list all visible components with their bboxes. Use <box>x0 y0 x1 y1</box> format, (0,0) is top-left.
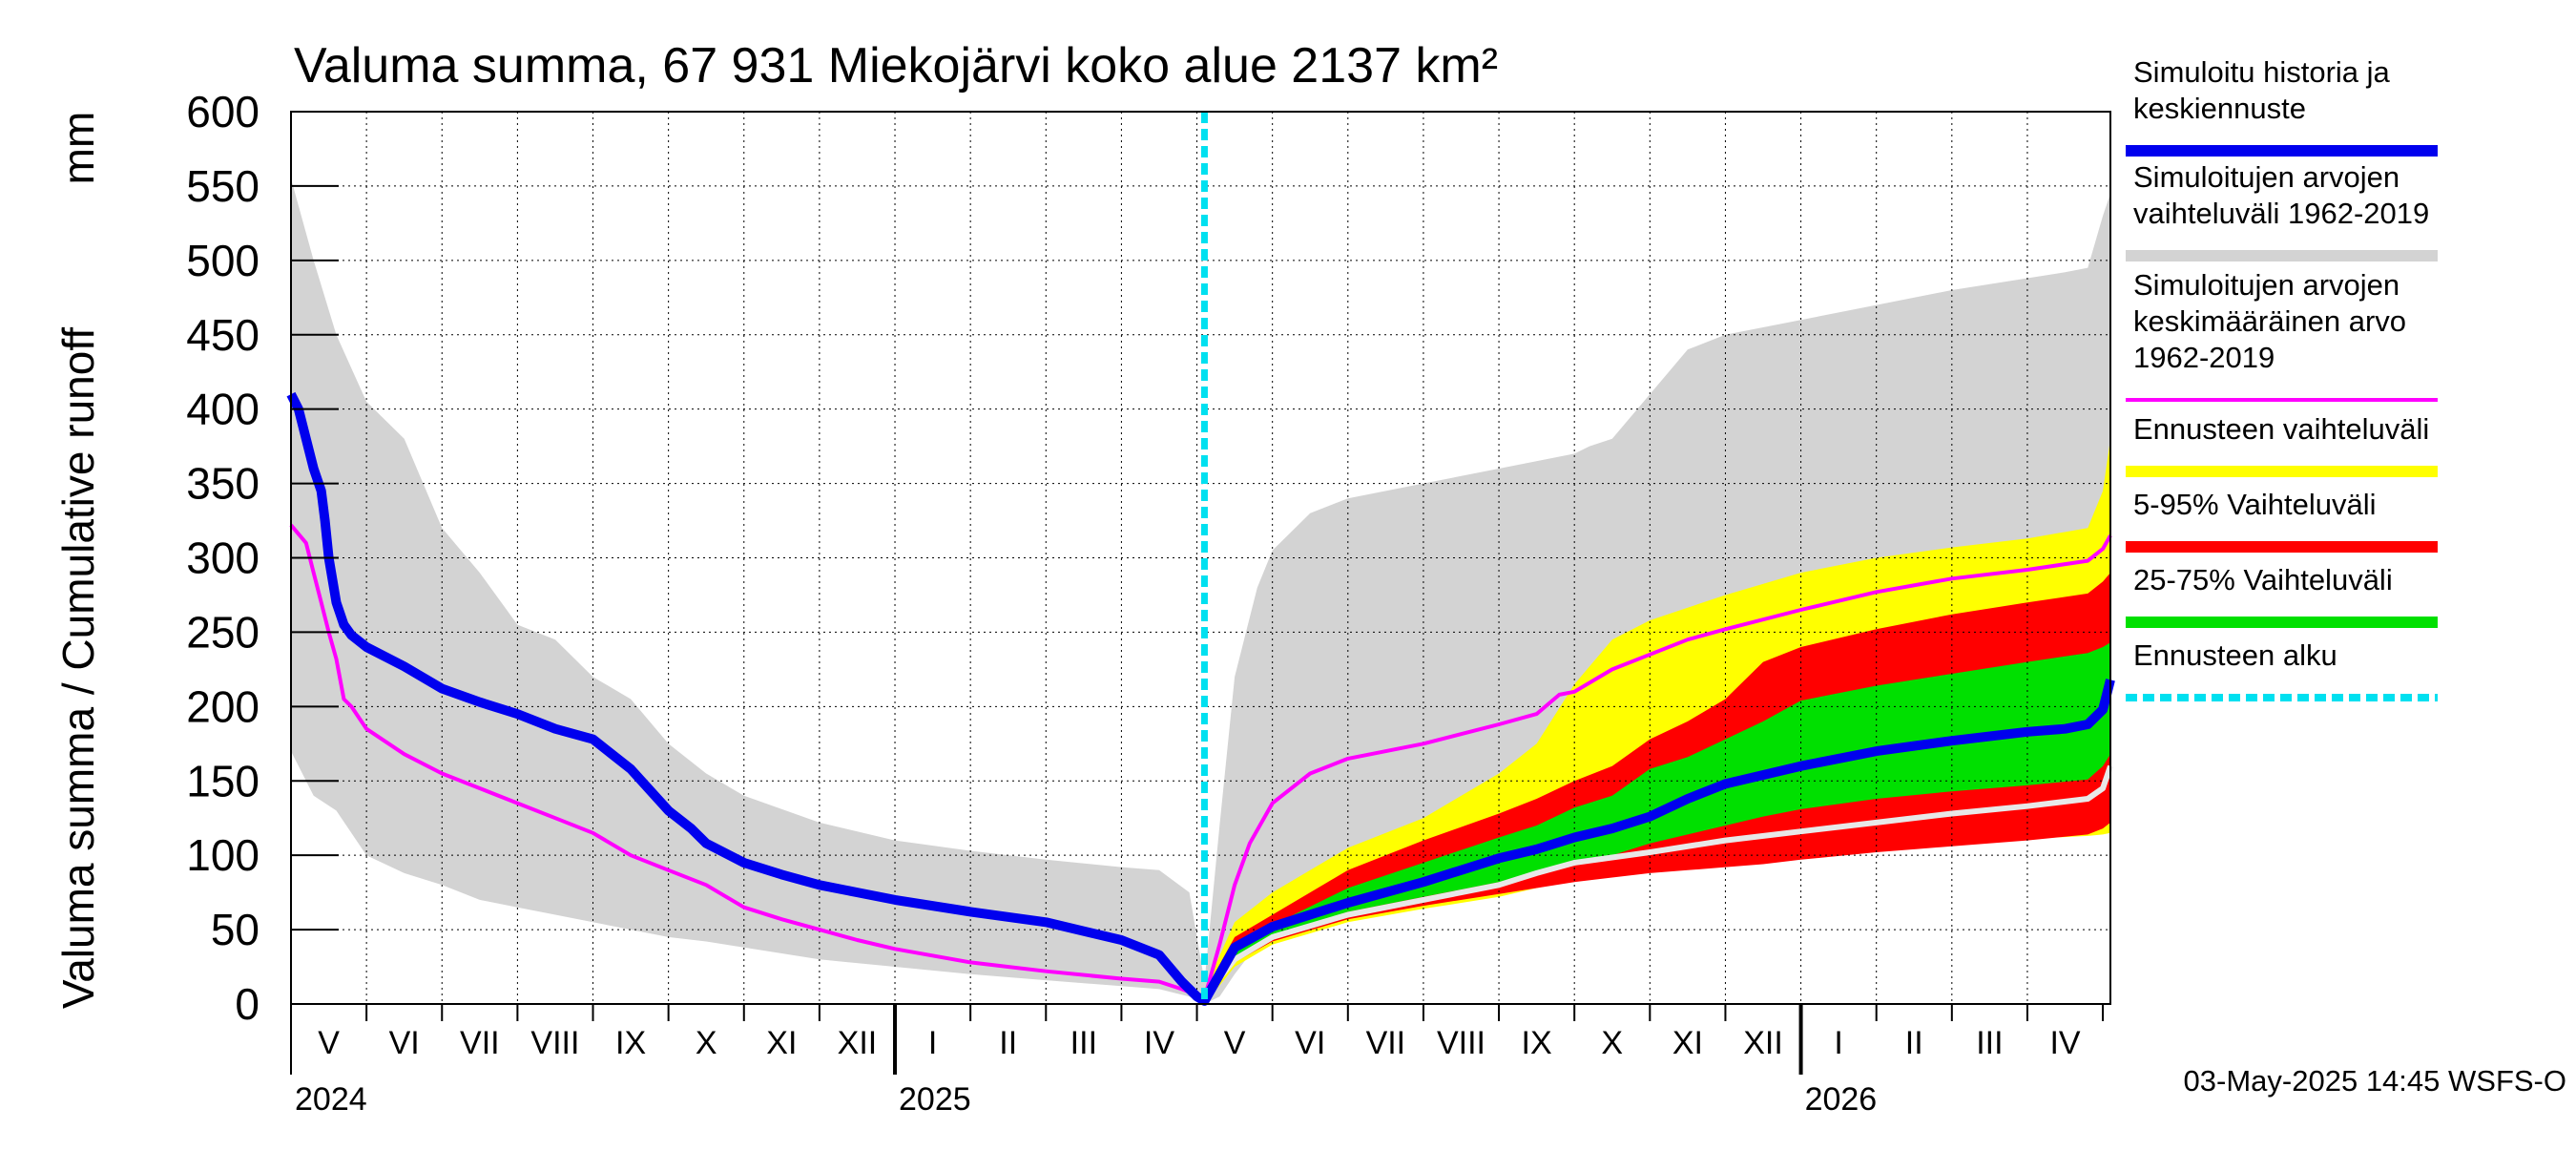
y-axis-label: Valuma summa / Cumulative runoff <box>53 327 103 1009</box>
month-label: II <box>1905 1025 1923 1061</box>
legend-label: 5-95% Vaihteluväli <box>2133 488 2376 521</box>
y-tick-label: 600 <box>186 87 260 136</box>
y-tick-label: 450 <box>186 310 260 360</box>
year-label: 2025 <box>899 1081 971 1118</box>
plot-area <box>286 111 2115 1006</box>
legend-label: keskimääräinen arvo <box>2133 304 2406 338</box>
y-tick-label: 400 <box>186 385 260 434</box>
legend-label: Simuloitujen arvojen <box>2133 268 2399 302</box>
month-label: III <box>1976 1025 2003 1061</box>
legend-label: Ennusteen alku <box>2133 638 2337 672</box>
series-band-3 <box>1204 642 2110 1000</box>
legend-label: vaihteluväli 1962-2019 <box>2133 197 2429 230</box>
month-label: IX <box>615 1025 646 1061</box>
month-label: III <box>1070 1025 1097 1061</box>
month-label: IX <box>1522 1025 1552 1061</box>
y-tick-label: 0 <box>235 979 260 1029</box>
month-label: II <box>999 1025 1017 1061</box>
month-label: XI <box>766 1025 797 1061</box>
month-label: IV <box>1144 1025 1174 1061</box>
month-label: V <box>318 1025 340 1061</box>
month-label: VIII <box>1437 1025 1485 1061</box>
series-line-6 <box>286 391 2115 1006</box>
y-tick-label: 500 <box>186 236 260 285</box>
month-label: XII <box>1743 1025 1783 1061</box>
y-tick-label: 350 <box>186 459 260 509</box>
series-line-5 <box>1202 764 2113 999</box>
timestamp-footer: 03-May-2025 14:45 WSFS-O <box>2184 1064 2566 1098</box>
y-tick-label: 200 <box>186 681 260 731</box>
y-tick-label: 550 <box>186 161 260 211</box>
y-axis-unit: mm <box>53 112 103 185</box>
legend-label: Ennusteen vaihteluväli <box>2133 412 2429 446</box>
month-label: XI <box>1672 1025 1703 1061</box>
month-label: X <box>696 1025 717 1061</box>
chart-title: Valuma summa, 67 931 Miekojärvi koko alu… <box>294 38 1498 94</box>
legend-label: Simuloitu historia ja <box>2133 55 2391 89</box>
y-tick-label: 150 <box>186 756 260 805</box>
y-tick-label: 250 <box>186 607 260 657</box>
series-line-4 <box>289 523 2112 1000</box>
month-label: X <box>1601 1025 1623 1061</box>
legend-label: keskiennuste <box>2133 92 2306 125</box>
year-label: 2026 <box>1805 1081 1878 1118</box>
legend-label: 25-75% Vaihteluväli <box>2133 563 2393 596</box>
month-label: I <box>1834 1025 1842 1061</box>
month-label: VIII <box>530 1025 579 1061</box>
month-label: V <box>1224 1025 1246 1061</box>
month-label: I <box>928 1025 937 1061</box>
month-label: VI <box>1295 1025 1325 1061</box>
legend-label: 1962-2019 <box>2133 341 2275 374</box>
y-tick-label: 300 <box>186 533 260 583</box>
y-tick-label: 100 <box>186 830 260 880</box>
y-axis-label-group: Valuma summa / Cumulative runoff mm <box>53 112 103 1009</box>
month-label: IV <box>2049 1025 2080 1061</box>
y-tick-label: 50 <box>211 905 260 954</box>
legend-label: Simuloitujen arvojen <box>2133 160 2399 194</box>
month-label: VI <box>389 1025 420 1061</box>
month-label: XII <box>838 1025 878 1061</box>
month-label: VII <box>1366 1025 1406 1061</box>
year-label: 2024 <box>295 1081 367 1118</box>
month-label: VII <box>460 1025 500 1061</box>
